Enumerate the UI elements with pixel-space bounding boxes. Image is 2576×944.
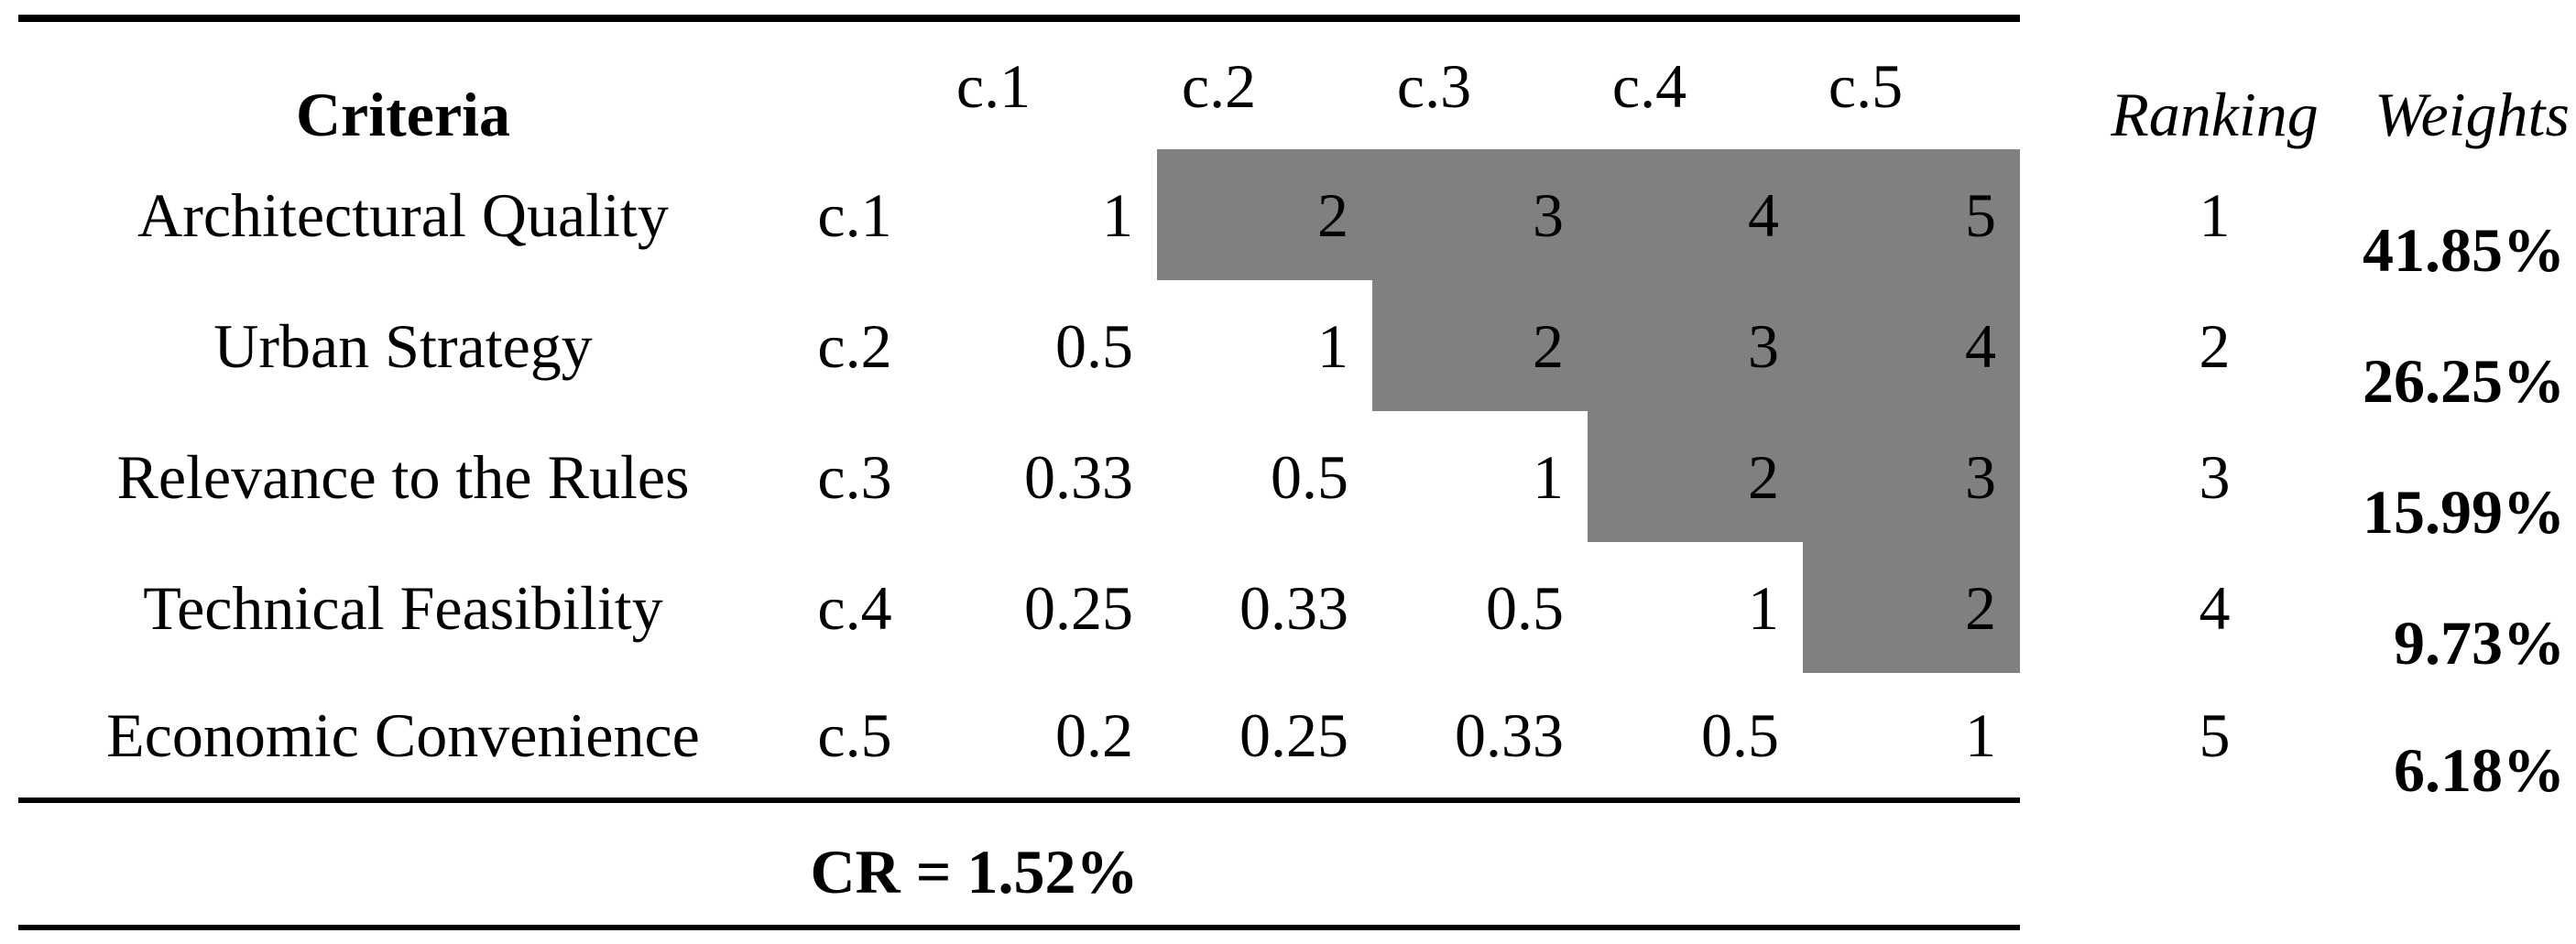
criteria-label-cell: Relevance to the Rules [116,441,690,512]
weight-value: 15.99% [2363,476,2565,547]
weight-value: 9.73% [2394,607,2565,678]
col-header-c3: c.3 [1396,51,1472,121]
matrix-value-cell: 1 [1965,700,1996,770]
matrix-row: Economic Convenience c.5 0.2 0.25 0.33 0.5 1 [18,673,2020,798]
matrix-value-cell: 5 [1803,149,2020,280]
criteria-label-cell: Architectural Quality [137,179,669,250]
criteria-id-cell: c.3 [817,441,892,512]
matrix-value-cell: 1 [1102,179,1133,250]
criteria-id-cell: c.1 [817,179,892,250]
col-header-c2: c.2 [1181,51,1257,121]
criteria-header: Criteria [295,80,511,149]
matrix-value-cell: 0.25 [1024,572,1133,643]
criteria-label-cell: Technical Feasibility [143,572,663,643]
ranking-value-cell: 2 [2199,310,2231,381]
side-row: 2 26.25% [2089,280,2576,416]
matrix-row: Urban Strategy c.2 0.5 1 2 3 4 [18,280,2020,411]
pairwise-comparison-matrix: Criteria c.1 c.2 c.3 c.4 c.5 Architectur… [18,22,2020,798]
matrix-row: Technical Feasibility c.4 0.25 0.33 0.5 1 2 [18,542,2020,673]
side-header-row: Ranking Weights [2089,22,2576,149]
weight-value-cell: 15.99% [2341,411,2576,547]
matrix-value-cell: 4 [1588,149,1803,280]
col-header-c5: c.5 [1828,51,1904,121]
matrix-value-cell: 0.33 [1455,700,1564,770]
matrix-value-cell: 3 [1372,149,1588,280]
criteria-id-cell: c.4 [817,572,892,643]
weight-value-cell: 9.73% [2341,542,2576,678]
matrix-value-cell: 4 [1803,280,2020,411]
matrix-value-cell: 0.33 [1239,572,1348,643]
weight-value-cell: 6.18% [2341,673,2576,805]
matrix-value-cell: 1 [1533,441,1564,512]
ranking-value-cell: 1 [2199,179,2231,250]
consistency-ratio-row: CR = 1.52% [18,803,2020,925]
matrix-value-cell: 3 [1588,280,1803,411]
matrix-row: Architectural Quality c.1 1 2 3 4 5 [18,149,2020,280]
weight-value: 41.85% [2363,214,2565,285]
matrix-value-cell: 0.5 [1701,700,1779,770]
matrix-value-cell: 0.5 [1271,441,1348,512]
matrix-value-cell: 0.5 [1055,310,1133,381]
weight-value: 26.25% [2363,345,2565,416]
weight-value: 6.18% [2394,735,2565,805]
ranking-value-cell: 3 [2199,441,2231,512]
middle-rule [18,798,2020,803]
col-header-c1: c.1 [955,51,1031,121]
ranking-value-cell: 5 [2199,700,2231,770]
matrix-value-cell: 0.25 [1239,700,1348,770]
matrix-header-row: Criteria c.1 c.2 c.3 c.4 c.5 [18,22,2020,149]
weight-value-cell: 26.25% [2341,280,2576,416]
top-rule [18,15,2020,22]
consistency-ratio-value: CR = 1.52% [810,836,1139,906]
criteria-label-cell: Urban Strategy [213,310,593,381]
bottom-rule [18,925,2020,930]
criteria-id-cell: c.5 [817,700,892,770]
weight-value-cell: 41.85% [2341,149,2576,285]
col-header-c4: c.4 [1611,51,1687,121]
ranking-value-cell: 4 [2199,572,2231,643]
matrix-value-cell: 2 [1803,542,2020,673]
matrix-value-cell: 1 [1748,572,1779,643]
side-row: 5 6.18% [2089,673,2576,805]
criteria-id-cell: c.2 [817,310,892,381]
matrix-value-cell: 0.33 [1024,441,1133,512]
criteria-label-cell: Economic Convenience [106,700,700,770]
weights-header: Weights [2374,80,2570,149]
side-row: 3 15.99% [2089,411,2576,547]
matrix-value-cell: 2 [1372,280,1588,411]
ranking-weights-table: Ranking Weights 1 41.85% 2 26.25% 3 15.99% 4 9.… [2089,22,2576,805]
matrix-value-cell: 1 [1317,310,1348,381]
side-row: 1 41.85% [2089,149,2576,285]
empty-header-cell [788,22,922,149]
matrix-value-cell: 3 [1803,411,2020,542]
matrix-value-cell: 2 [1588,411,1803,542]
side-row: 4 9.73% [2089,542,2576,678]
matrix-value-cell: 0.2 [1055,700,1133,770]
matrix-value-cell: 2 [1157,149,1372,280]
matrix-row: Relevance to the Rules c.3 0.33 0.5 1 2 3 [18,411,2020,542]
matrix-value-cell: 0.5 [1486,572,1564,643]
ranking-header: Ranking [2111,80,2319,149]
